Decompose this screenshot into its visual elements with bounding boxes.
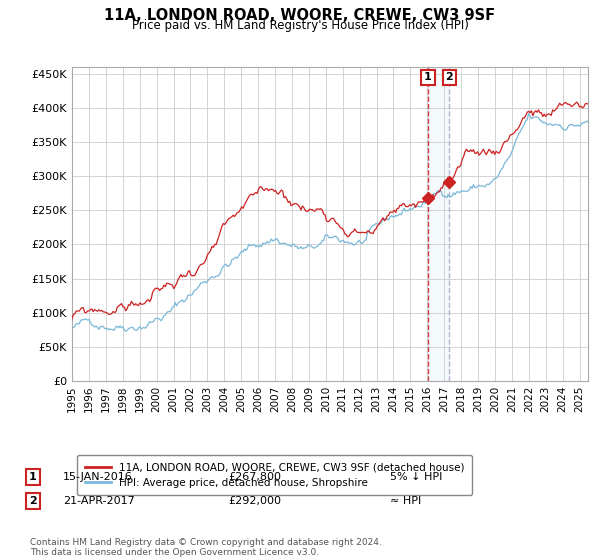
- Text: 11A, LONDON ROAD, WOORE, CREWE, CW3 9SF: 11A, LONDON ROAD, WOORE, CREWE, CW3 9SF: [104, 8, 496, 24]
- Text: £267,800: £267,800: [228, 472, 281, 482]
- Text: Price paid vs. HM Land Registry's House Price Index (HPI): Price paid vs. HM Land Registry's House …: [131, 19, 469, 32]
- Legend: 11A, LONDON ROAD, WOORE, CREWE, CW3 9SF (detached house), HPI: Average price, de: 11A, LONDON ROAD, WOORE, CREWE, CW3 9SF …: [77, 455, 472, 495]
- Bar: [428, 67, 449, 381]
- Text: 1: 1: [424, 72, 432, 82]
- Text: Contains HM Land Registry data © Crown copyright and database right 2024.
This d: Contains HM Land Registry data © Crown c…: [30, 538, 382, 557]
- Text: 2: 2: [445, 72, 453, 82]
- Text: 21-APR-2017: 21-APR-2017: [63, 496, 135, 506]
- Text: 15-JAN-2016: 15-JAN-2016: [63, 472, 133, 482]
- Text: £292,000: £292,000: [228, 496, 281, 506]
- Text: ≈ HPI: ≈ HPI: [390, 496, 421, 506]
- Text: 5% ↓ HPI: 5% ↓ HPI: [390, 472, 442, 482]
- Text: 2: 2: [29, 496, 37, 506]
- Text: 1: 1: [29, 472, 37, 482]
